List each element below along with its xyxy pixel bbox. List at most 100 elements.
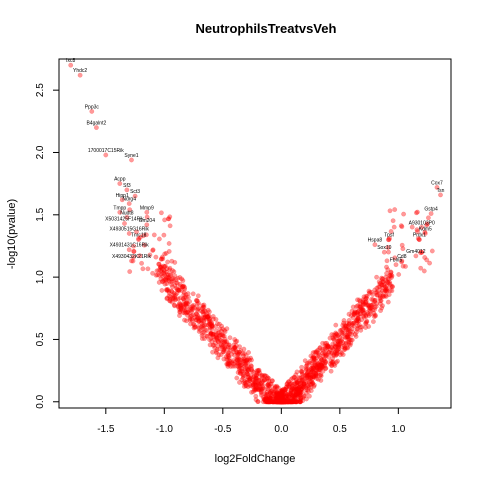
data-point xyxy=(293,388,298,394)
data-point xyxy=(178,302,184,307)
data-point xyxy=(284,399,290,405)
data-point xyxy=(161,268,167,274)
data-point xyxy=(277,399,283,405)
data-point xyxy=(254,368,260,374)
data-point xyxy=(164,266,170,271)
data-point xyxy=(288,391,294,397)
data-point xyxy=(201,329,207,335)
data-point xyxy=(354,329,359,335)
data-point xyxy=(243,362,249,368)
data-point xyxy=(164,287,170,292)
data-point xyxy=(199,333,205,338)
data-point xyxy=(293,399,299,405)
data-point xyxy=(175,296,181,302)
data-point xyxy=(216,321,222,327)
data-point xyxy=(166,278,172,283)
data-point xyxy=(334,350,339,356)
data-point xyxy=(242,351,247,356)
data-point xyxy=(314,367,319,373)
data-point xyxy=(166,248,172,254)
data-point xyxy=(164,295,170,301)
data-point xyxy=(235,356,241,361)
data-point xyxy=(234,356,240,361)
data-point xyxy=(289,385,295,391)
data-point xyxy=(200,309,206,315)
data-point xyxy=(278,399,284,405)
data-point xyxy=(278,399,283,405)
data-point xyxy=(144,214,150,220)
data-point xyxy=(355,312,361,318)
data-point xyxy=(285,397,291,403)
data-point xyxy=(239,362,245,368)
data-point xyxy=(256,377,262,383)
data-point xyxy=(275,399,281,405)
data-point xyxy=(389,288,395,294)
data-point xyxy=(289,394,295,400)
data-point xyxy=(358,327,364,333)
data-point xyxy=(199,323,205,329)
data-point xyxy=(323,343,329,349)
data-point xyxy=(341,320,346,326)
data-point xyxy=(275,392,281,398)
data-point xyxy=(361,314,367,320)
data-point xyxy=(279,399,284,405)
data-point xyxy=(361,294,367,300)
data-point xyxy=(172,283,178,288)
data-point xyxy=(166,278,172,284)
data-point xyxy=(363,320,369,326)
data-point xyxy=(345,330,351,336)
data-point xyxy=(260,394,266,400)
data-point xyxy=(372,298,378,303)
data-point xyxy=(263,391,269,397)
data-point xyxy=(367,307,373,313)
data-point xyxy=(305,387,310,393)
data-point xyxy=(244,377,250,383)
data-point xyxy=(275,399,281,405)
data-point xyxy=(278,399,284,405)
data-point xyxy=(254,386,260,391)
data-point xyxy=(166,293,172,299)
data-point xyxy=(245,366,251,372)
data-point xyxy=(262,399,268,405)
data-point xyxy=(225,360,231,366)
data-point xyxy=(309,367,315,372)
data-point xyxy=(254,370,260,376)
data-point xyxy=(377,293,383,299)
data-point xyxy=(204,314,210,320)
data-point xyxy=(235,357,240,363)
data-point xyxy=(165,275,171,281)
data-point xyxy=(258,386,264,392)
data-point xyxy=(220,333,226,339)
data-point xyxy=(196,300,202,306)
data-point xyxy=(236,352,242,358)
data-point xyxy=(237,371,243,376)
data-point xyxy=(278,399,284,405)
data-point xyxy=(320,363,326,369)
data-point xyxy=(237,356,243,362)
data-point xyxy=(165,259,171,265)
data-point xyxy=(328,358,334,364)
data-point xyxy=(255,399,261,404)
data-point xyxy=(224,357,230,362)
data-point xyxy=(355,310,360,316)
data-point xyxy=(345,329,351,334)
data-point xyxy=(336,342,342,348)
data-point xyxy=(399,242,405,248)
data-point xyxy=(207,337,213,342)
data-point xyxy=(297,399,303,404)
data-point xyxy=(297,380,303,386)
data-point xyxy=(355,297,360,303)
data-point xyxy=(344,344,350,350)
data-point xyxy=(384,286,390,292)
data-point xyxy=(349,322,355,328)
data-point xyxy=(274,399,280,405)
data-point xyxy=(219,342,225,348)
data-point xyxy=(263,395,269,401)
data-point xyxy=(372,287,378,293)
data-point xyxy=(195,293,201,299)
data-point xyxy=(304,374,310,380)
data-point xyxy=(206,313,211,319)
data-point xyxy=(319,363,325,368)
data-point xyxy=(346,311,352,317)
data-point xyxy=(199,318,204,324)
